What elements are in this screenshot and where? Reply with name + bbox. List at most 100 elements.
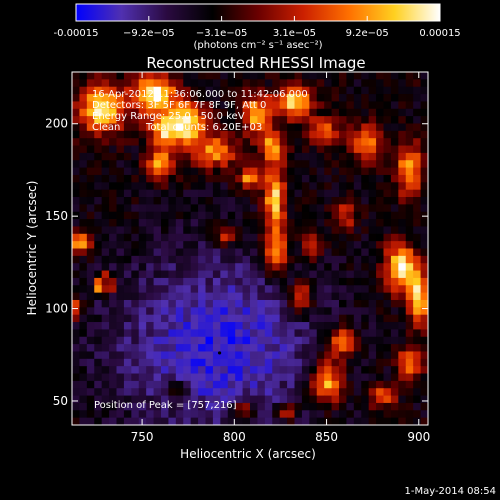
heatmap-cell: [420, 138, 429, 146]
y-tick-label: 150: [45, 209, 68, 223]
heatmap-cell: [79, 197, 88, 205]
heatmap-cell: [309, 307, 318, 316]
heatmap-cell: [398, 277, 407, 286]
annotation-algorithm: Clean: [92, 122, 120, 133]
heatmap-cell: [175, 226, 184, 235]
heatmap-cell: [361, 101, 370, 110]
heatmap-cell: [212, 219, 221, 227]
heatmap-cell: [309, 160, 318, 168]
heatmap-cell: [346, 336, 355, 345]
heatmap-cell: [398, 388, 407, 396]
heatmap-cell: [146, 402, 154, 411]
heatmap-cell: [353, 373, 362, 382]
heatmap-cell: [198, 86, 206, 95]
heatmap-cell: [116, 145, 125, 154]
heatmap-cell: [183, 410, 192, 419]
heatmap-cell: [86, 373, 95, 382]
heatmap-cell: [301, 366, 310, 374]
heatmap-cell: [353, 160, 362, 168]
heatmap-cell: [383, 344, 392, 352]
heatmap-cell: [190, 86, 199, 95]
heatmap-cell: [198, 351, 206, 360]
heatmap-cell: [205, 219, 214, 227]
heatmap-cell: [250, 402, 258, 411]
heatmap-cell: [398, 123, 407, 132]
heatmap-cell: [420, 79, 429, 88]
heatmap-cell: [123, 344, 132, 352]
heatmap-cell: [376, 388, 384, 396]
heatmap-cell: [272, 255, 281, 264]
heatmap-cell: [272, 299, 281, 308]
plot-annotations: 16-Apr-2012 11:36:06.000 to 11:42:06.000…: [92, 89, 308, 411]
heatmap-cell: [316, 101, 325, 110]
heatmap-cell: [294, 292, 303, 301]
heatmap-cell: [309, 277, 318, 286]
heatmap-cell: [138, 263, 147, 271]
heatmap-cell: [309, 182, 318, 191]
heatmap-cell: [146, 380, 154, 389]
heatmap-cell: [294, 145, 303, 154]
heatmap-cell: [235, 277, 243, 286]
heatmap-cell: [101, 152, 110, 161]
heatmap-cell: [279, 380, 288, 389]
heatmap-cell: [279, 72, 288, 80]
heatmap-cell: [405, 358, 414, 367]
heatmap-cell: [198, 189, 206, 198]
heatmap-cell: [405, 138, 414, 146]
heatmap-cell: [220, 160, 229, 168]
heatmap-cell: [316, 358, 325, 367]
heatmap-cell: [235, 138, 243, 146]
heatmap-cell: [72, 138, 80, 146]
heatmap-cell: [272, 351, 281, 360]
heatmap-cell: [294, 336, 303, 345]
heatmap-cell: [190, 219, 199, 227]
heatmap-cell: [309, 314, 318, 323]
heatmap-cell: [413, 152, 421, 161]
heatmap-cell: [161, 395, 169, 404]
heatmap-cell: [324, 226, 332, 235]
heatmap-cell: [339, 108, 347, 117]
heatmap-cell: [316, 277, 325, 286]
heatmap-cell: [86, 101, 95, 110]
heatmap-cell: [390, 123, 399, 132]
heatmap-cell: [235, 79, 243, 88]
heatmap-cell: [131, 366, 140, 374]
heatmap-cell: [264, 329, 273, 338]
heatmap-cell: [190, 108, 199, 117]
heatmap-cell: [161, 322, 169, 330]
heatmap-cell: [235, 248, 243, 257]
heatmap-cell: [353, 145, 362, 154]
heatmap-cell: [279, 108, 288, 117]
heatmap-cell: [272, 138, 281, 146]
heatmap-cell: [339, 388, 347, 396]
heatmap-cell: [86, 366, 95, 374]
heatmap-cell: [250, 72, 258, 80]
heatmap-cell: [109, 145, 117, 154]
heatmap-cell: [175, 211, 184, 220]
heatmap-cell: [390, 152, 399, 161]
heatmap-cell: [420, 116, 429, 124]
heatmap-cell: [331, 373, 340, 382]
heatmap-cell: [413, 344, 421, 352]
heatmap-cell: [413, 314, 421, 323]
heatmap-cell: [146, 292, 154, 301]
heatmap-cell: [390, 226, 399, 235]
heatmap-cell: [220, 72, 229, 80]
heatmap-cell: [86, 410, 95, 419]
heatmap-cell: [198, 329, 206, 338]
heatmap-cell: [324, 123, 332, 132]
heatmap-cell: [212, 189, 221, 198]
heatmap-cell: [153, 219, 162, 227]
heatmap-cell: [324, 307, 332, 316]
heatmap-cell: [190, 241, 199, 249]
heatmap-cell: [339, 79, 347, 88]
heatmap-cell: [272, 263, 281, 271]
heatmap-cell: [168, 182, 177, 191]
heatmap-cell: [272, 130, 281, 139]
heatmap-cell: [272, 160, 281, 168]
heatmap-cell: [235, 72, 243, 80]
heatmap-cell: [368, 123, 377, 132]
heatmap-cell: [86, 255, 95, 264]
heatmap-cell: [235, 204, 243, 213]
heatmap-cell: [116, 86, 125, 95]
